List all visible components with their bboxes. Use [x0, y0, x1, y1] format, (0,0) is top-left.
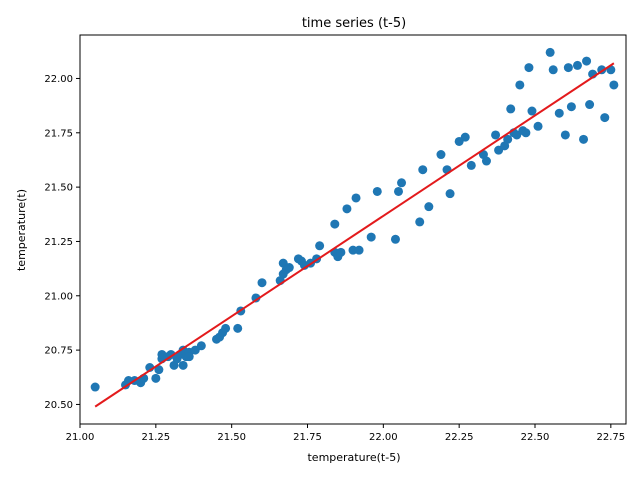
data-point-55: [415, 217, 425, 227]
data-point-43: [330, 219, 340, 229]
x-tick-label-4: 22.00: [369, 432, 398, 443]
x-tick-label-0: 21.00: [66, 432, 95, 443]
fit-line: [94, 62, 615, 408]
data-point-75: [521, 128, 531, 138]
data-point-57: [424, 202, 434, 212]
y-tick-label-1: 20.75: [44, 346, 73, 357]
data-point-48: [351, 193, 361, 203]
data-point-26: [221, 323, 231, 333]
y-tick-label-5: 21.75: [44, 128, 73, 139]
data-point-46: [342, 204, 352, 214]
x-tick-label-1: 21.25: [142, 432, 171, 443]
data-point-69: [503, 134, 513, 144]
data-point-7: [151, 373, 161, 383]
y-tick-label-3: 21.25: [44, 237, 73, 248]
x-tick-label-5: 22.25: [445, 432, 474, 443]
data-point-73: [515, 80, 525, 90]
plot-frame: [79, 34, 627, 425]
data-point-49: [354, 245, 364, 255]
data-point-86: [579, 134, 589, 144]
points-layer: [90, 47, 619, 392]
x-axis-ticks: 21.00 21.25 21.50 21.75 22.00 22.25 22.50 22.75: [66, 424, 625, 443]
data-point-76: [524, 63, 534, 73]
x-tick-label-6: 22.50: [521, 432, 550, 443]
data-point-80: [548, 65, 558, 75]
data-point-62: [460, 132, 470, 142]
data-point-22: [196, 341, 206, 351]
data-point-84: [566, 102, 576, 112]
data-point-56: [418, 165, 428, 175]
data-point-29: [251, 293, 261, 303]
data-point-65: [481, 156, 491, 166]
data-point-66: [491, 130, 501, 140]
y-axis-label: temperature(t): [15, 189, 28, 271]
data-point-16: [178, 360, 188, 370]
data-point-78: [533, 121, 543, 131]
data-point-87: [582, 56, 592, 66]
data-point-83: [563, 63, 573, 73]
data-point-45: [336, 247, 346, 257]
y-tick-label-0: 20.50: [44, 400, 73, 411]
data-point-58: [436, 150, 446, 160]
data-point-51: [372, 186, 382, 196]
data-point-54: [397, 178, 407, 188]
fit-line-layer: [94, 62, 615, 408]
data-point-77: [527, 106, 537, 116]
x-tick-label-7: 22.75: [597, 432, 626, 443]
data-point-41: [315, 241, 325, 251]
y-tick-label-6: 22.00: [44, 74, 73, 85]
data-point-0: [90, 382, 100, 392]
data-point-30: [257, 278, 267, 288]
data-point-52: [390, 234, 400, 244]
chart-title: time series (t-5): [302, 16, 406, 31]
data-point-50: [366, 232, 376, 242]
data-point-53: [394, 186, 403, 196]
y-axis-ticks: 20.50 20.75 21.00 21.25 21.50 21.75 22.00: [44, 74, 80, 411]
data-point-60: [445, 189, 455, 199]
data-point-20: [184, 352, 194, 362]
y-tick-label-2: 21.00: [44, 291, 73, 302]
data-point-93: [609, 80, 619, 90]
data-point-91: [600, 113, 610, 123]
data-point-70: [506, 104, 516, 114]
y-tick-label-4: 21.50: [44, 183, 73, 194]
x-axis-label: temperature(t-5): [307, 451, 400, 464]
plot-area: [80, 35, 626, 424]
data-point-27: [233, 323, 243, 333]
x-tick-label-3: 21.75: [293, 432, 322, 443]
x-tick-label-2: 21.50: [217, 432, 246, 443]
data-point-88: [585, 100, 595, 110]
data-point-35: [284, 263, 294, 273]
data-point-63: [466, 160, 476, 170]
data-point-81: [554, 108, 564, 118]
data-point-8: [154, 365, 164, 375]
data-point-85: [572, 60, 582, 70]
data-point-79: [545, 47, 555, 57]
data-point-82: [560, 130, 570, 140]
